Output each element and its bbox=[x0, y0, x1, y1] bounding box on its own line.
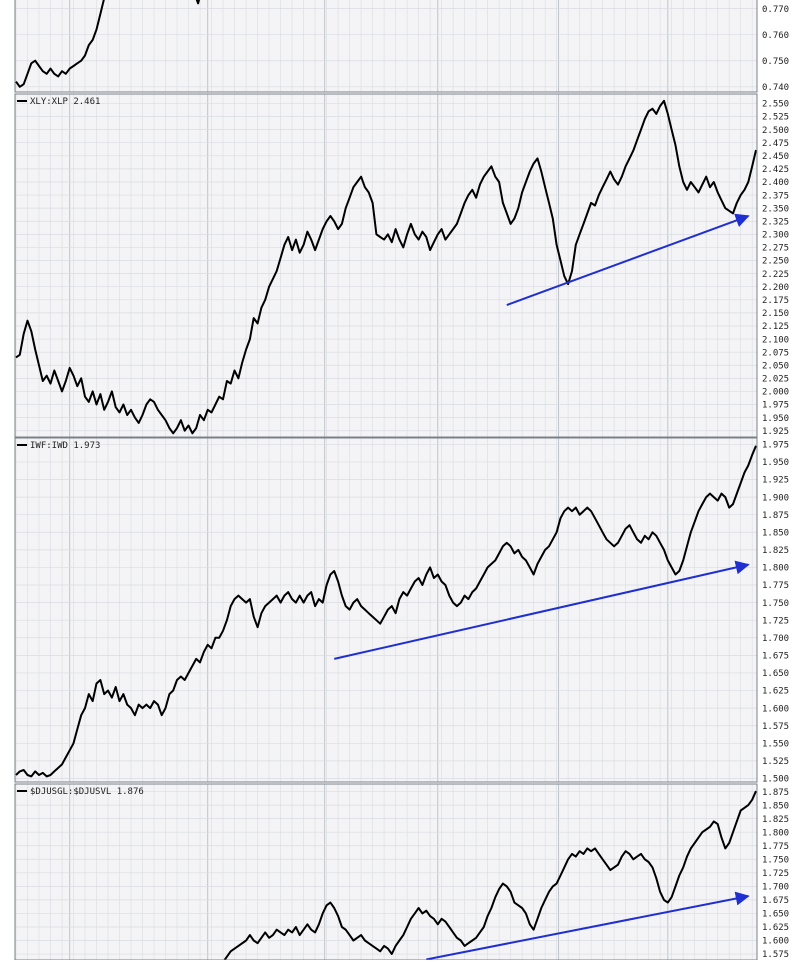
y-tick-label: 2.025 bbox=[762, 375, 789, 385]
y-tick-label: 2.075 bbox=[762, 348, 789, 358]
y-tick-label: 2.525 bbox=[762, 113, 789, 123]
y-tick-label: 1.625 bbox=[762, 923, 789, 933]
y-tick-label: 1.775 bbox=[762, 842, 789, 852]
series-line bbox=[222, 790, 757, 963]
y-tick-label: 2.275 bbox=[762, 244, 789, 254]
y-tick-label: 1.975 bbox=[762, 401, 789, 411]
y-tick-label: 1.925 bbox=[762, 427, 789, 437]
y-tick-label: 2.475 bbox=[762, 139, 789, 149]
y-tick-label: 1.900 bbox=[762, 493, 789, 503]
y-tick-label: 1.500 bbox=[762, 775, 789, 785]
trend-arrow bbox=[506, 213, 750, 306]
y-tick-label: 1.725 bbox=[762, 869, 789, 879]
y-tick-label: 1.750 bbox=[762, 855, 789, 865]
series-line bbox=[15, 445, 757, 778]
series-line bbox=[15, 0, 200, 88]
plot-border bbox=[14, 0, 758, 93]
plot-border bbox=[14, 93, 758, 438]
y-tick-label: 1.875 bbox=[762, 511, 789, 521]
y-tick-label: 2.375 bbox=[762, 191, 789, 201]
y-tick-label: 2.150 bbox=[762, 309, 789, 319]
chart-panel-3: 1.500 1.525 1.550 1.575 1.600 1.625 1.650 1.675… bbox=[14, 437, 789, 785]
y-tick-label: 0.750 bbox=[762, 57, 789, 67]
y-tick-label: 1.650 bbox=[762, 910, 789, 920]
y-tick-label: 1.600 bbox=[762, 704, 789, 714]
plot-background bbox=[15, 0, 757, 92]
y-tick-label: 2.125 bbox=[762, 322, 789, 332]
y-tick-label: 2.450 bbox=[762, 152, 789, 162]
y-tick-label: 2.550 bbox=[762, 100, 789, 110]
y-tick-label: 1.850 bbox=[762, 801, 789, 811]
y-tick-label: 1.575 bbox=[762, 722, 789, 732]
y-tick-label: 1.750 bbox=[762, 599, 789, 609]
y-tick-label: 2.325 bbox=[762, 217, 789, 227]
y-tick-label: 1.825 bbox=[762, 546, 789, 556]
y-tick-label: 0.740 bbox=[762, 83, 789, 93]
plot-background bbox=[15, 94, 757, 437]
chart-panel-4: 1.575 1.600 1.625 1.650 1.675 1.700 1.725 1.750… bbox=[14, 783, 789, 963]
y-tick-label: 1.700 bbox=[762, 634, 789, 644]
y-tick-label: 1.600 bbox=[762, 937, 789, 947]
chart-panel-1: 0.740 0.750 0.760 0.770 bbox=[14, 0, 789, 93]
y-tick-label: 1.725 bbox=[762, 616, 789, 626]
y-tick-label: 1.950 bbox=[762, 414, 789, 424]
y-tick-label: 2.500 bbox=[762, 126, 789, 136]
y-tick-label: 1.550 bbox=[762, 740, 789, 750]
y-tick-label: 1.975 bbox=[762, 441, 789, 451]
y-tick-label: 1.700 bbox=[762, 883, 789, 893]
y-tick-label: 1.525 bbox=[762, 757, 789, 767]
y-tick-label: 1.625 bbox=[762, 687, 789, 697]
y-tick-label: 1.675 bbox=[762, 652, 789, 662]
y-tick-label: 1.800 bbox=[762, 564, 789, 574]
panel-title: XLY:XLP 2.461 bbox=[30, 97, 100, 107]
y-tick-label: 1.575 bbox=[762, 950, 789, 960]
y-tick-label: 1.675 bbox=[762, 896, 789, 906]
y-tick-label: 1.650 bbox=[762, 669, 789, 679]
chart-panel-2: 1.925 1.950 1.975 2.000 2.025 2.050 2.075 2.100… bbox=[14, 93, 789, 438]
trend-arrow bbox=[334, 560, 750, 660]
y-tick-label: 2.100 bbox=[762, 335, 789, 345]
y-tick-label: 1.775 bbox=[762, 581, 789, 591]
y-tick-label: 0.760 bbox=[762, 31, 789, 41]
y-tick-label: 2.400 bbox=[762, 178, 789, 188]
panel-title: $DJUSGL:$DJUSVL 1.876 bbox=[30, 787, 144, 797]
plot-background bbox=[15, 784, 757, 960]
y-tick-label: 2.300 bbox=[762, 231, 789, 241]
panel-title: IWF:IWD 1.973 bbox=[30, 441, 100, 451]
y-tick-label: 2.250 bbox=[762, 257, 789, 267]
y-tick-label: 2.050 bbox=[762, 361, 789, 371]
y-tick-label: 1.825 bbox=[762, 815, 789, 825]
series-line bbox=[15, 99, 757, 435]
plot-background bbox=[15, 438, 757, 782]
y-tick-label: 1.875 bbox=[762, 788, 789, 798]
y-tick-label: 1.850 bbox=[762, 528, 789, 538]
trend-arrow bbox=[426, 891, 750, 961]
y-tick-label: 2.200 bbox=[762, 283, 789, 293]
y-tick-label: 2.000 bbox=[762, 388, 789, 398]
y-tick-label: 1.950 bbox=[762, 458, 789, 468]
y-tick-label: 2.425 bbox=[762, 165, 789, 175]
y-tick-label: 2.175 bbox=[762, 296, 789, 306]
y-tick-label: 1.925 bbox=[762, 476, 789, 486]
y-tick-label: 2.350 bbox=[762, 204, 789, 214]
y-tick-label: 2.225 bbox=[762, 270, 789, 280]
plot-border bbox=[14, 437, 758, 783]
y-tick-label: 1.800 bbox=[762, 828, 789, 838]
y-tick-label: 0.770 bbox=[762, 5, 789, 15]
